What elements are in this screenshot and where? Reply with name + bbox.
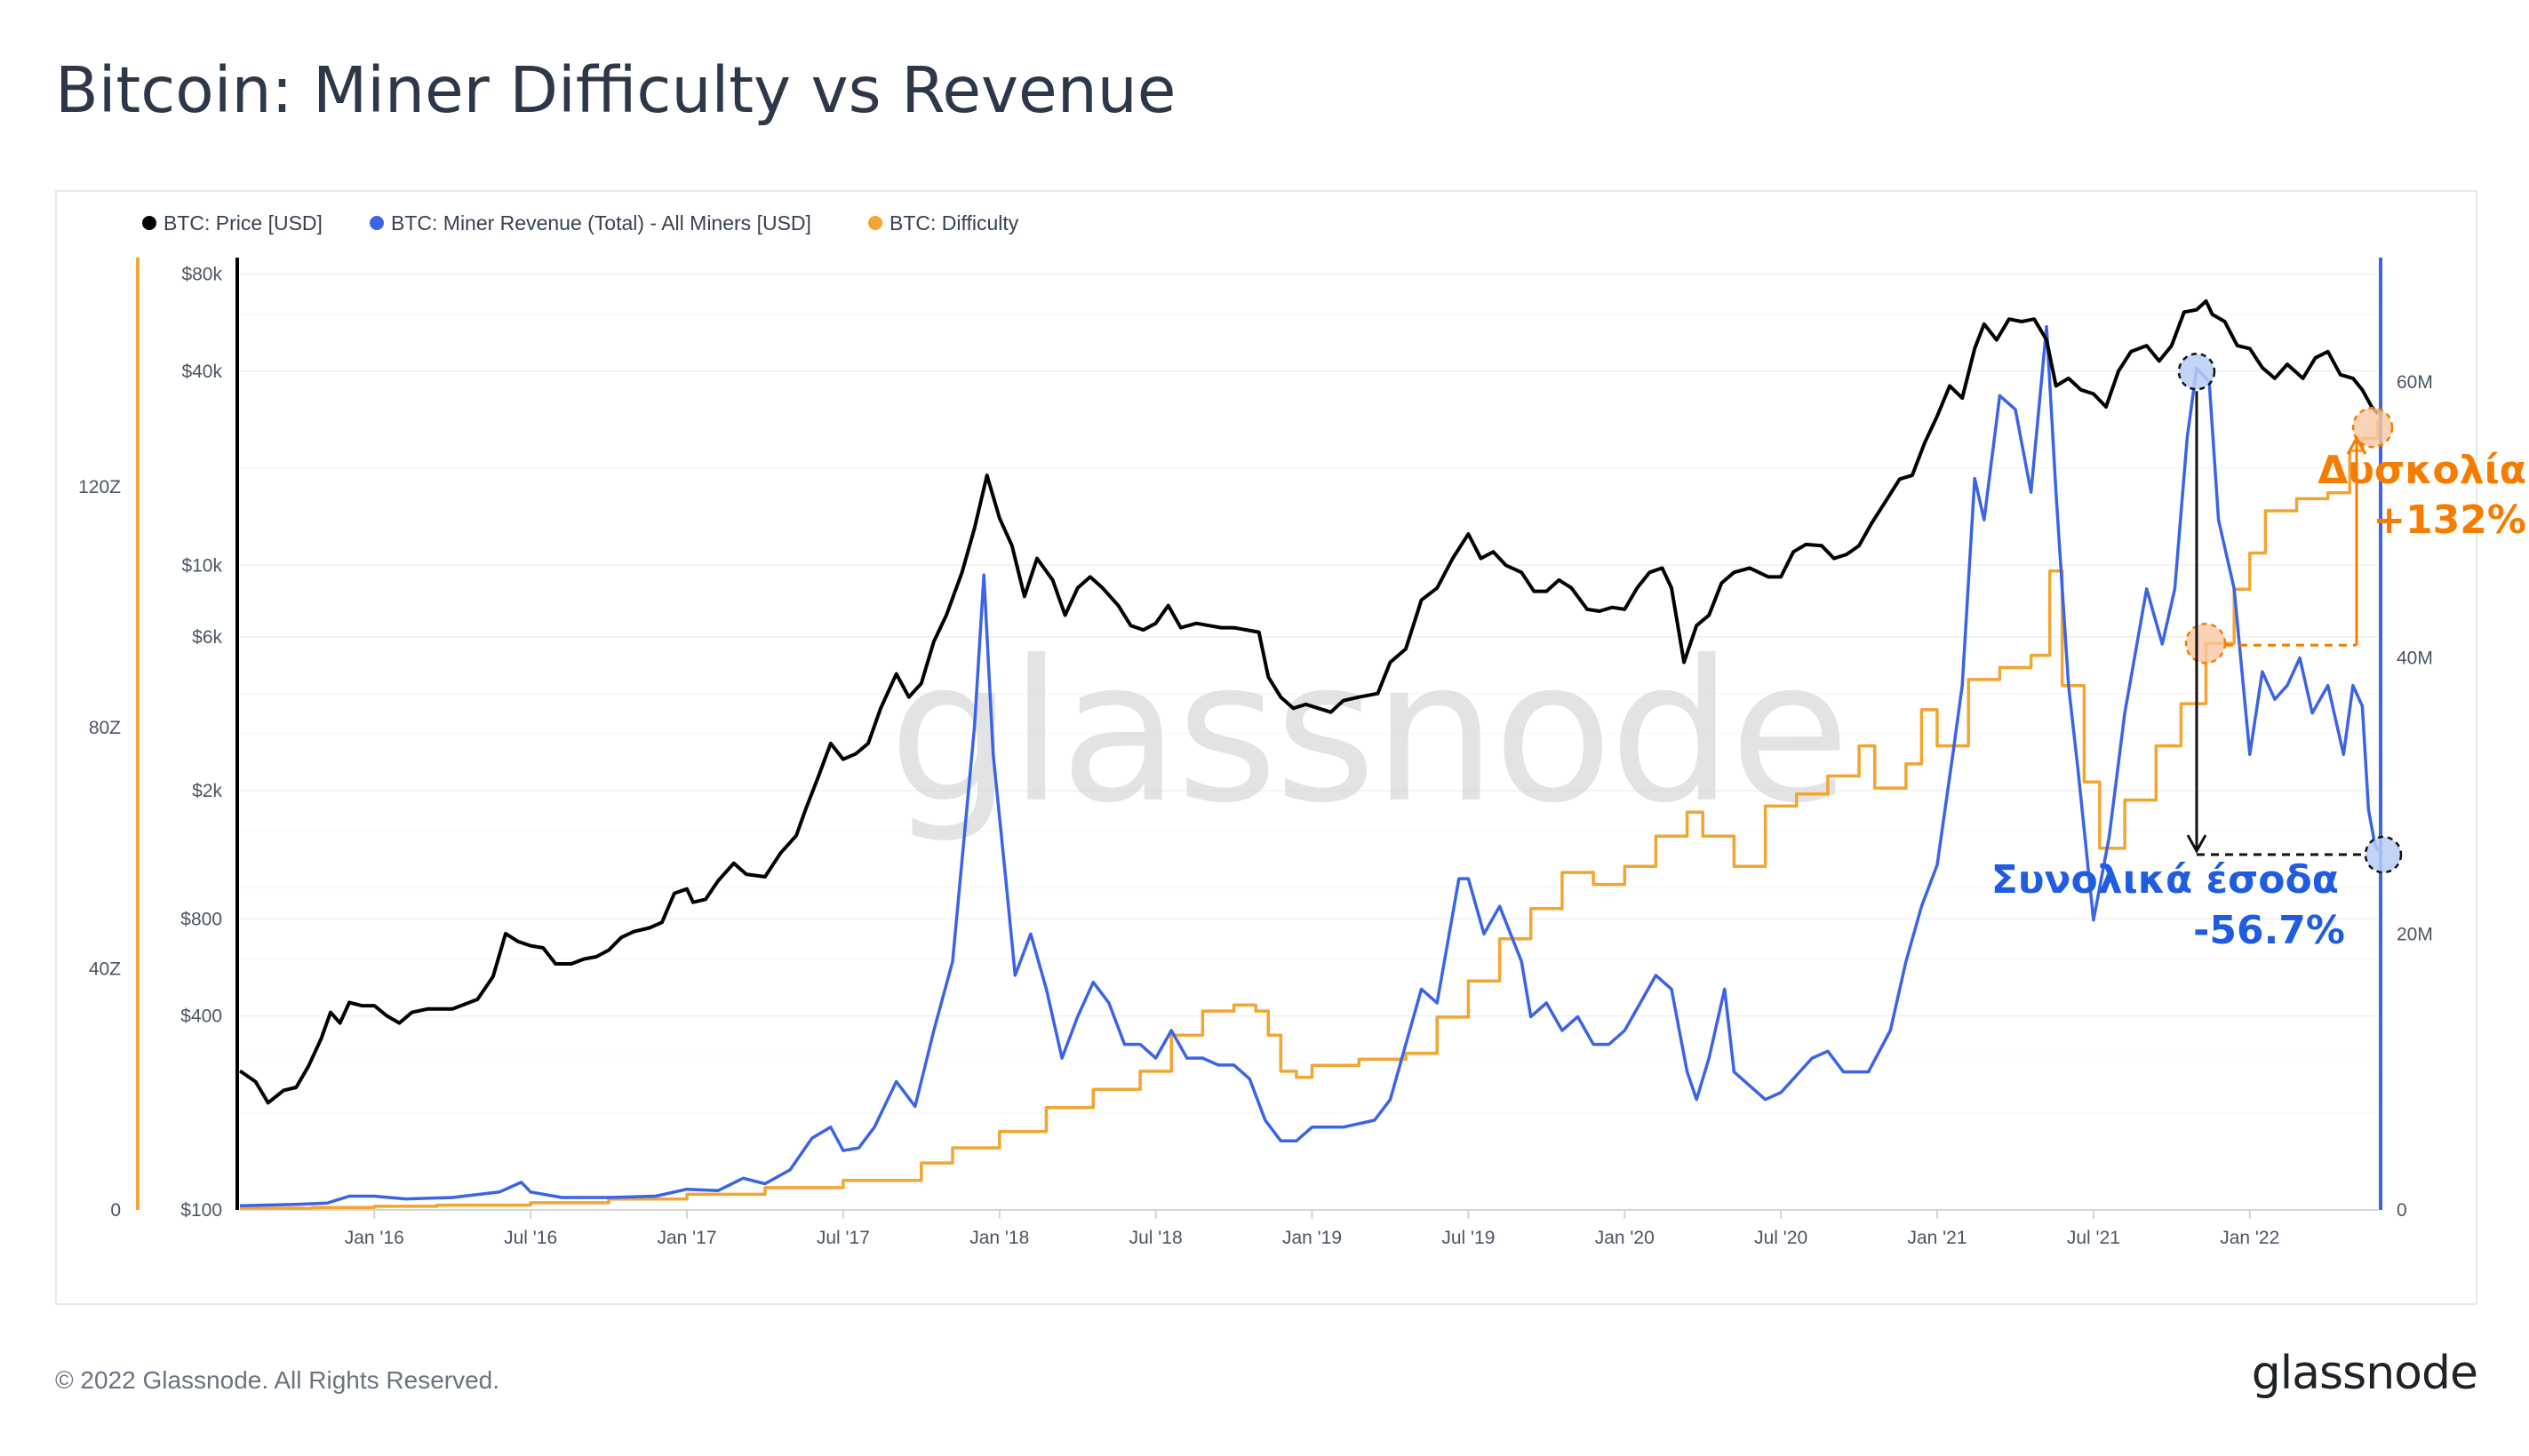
x-tick-label: Jul '18	[1129, 1228, 1183, 1248]
price-tick-label: $2k	[192, 781, 222, 801]
legend-dot-revenue	[370, 216, 384, 230]
legend-item-difficulty[interactable]: BTC: Difficulty	[890, 211, 1019, 235]
legend-dot-difficulty	[868, 216, 882, 230]
series-line-revenue	[239, 324, 2380, 1208]
x-tick-label: Jul '19	[1441, 1228, 1495, 1248]
difficulty-end-marker	[2351, 406, 2394, 449]
price-tick-label: $10k	[181, 555, 222, 576]
difficulty-start-marker	[2184, 622, 2227, 664]
legend-dot-price	[142, 216, 156, 230]
x-tick-label: Jan '19	[1282, 1228, 1342, 1248]
x-tick-label: Jan '17	[657, 1228, 716, 1248]
legend[interactable]: BTC: Price [USD] BTC: Miner Revenue (Tota…	[142, 211, 1019, 235]
legend-item-revenue[interactable]: BTC: Miner Revenue (Total) - All Miners …	[391, 211, 811, 235]
series-lines	[238, 298, 2380, 1210]
footer-copyright: © 2022 Glassnode. All Rights Reserved.	[55, 1366, 500, 1394]
axes: 0 40Z 80Z 120Z $100 $400 $800 $2k $6k $10k $40k $80…	[78, 258, 2433, 1248]
x-tick-label: Jul '17	[817, 1228, 870, 1248]
footer-logo: glassnode	[2251, 1347, 2478, 1400]
series-line-difficulty	[240, 420, 2380, 1210]
legend-item-price[interactable]: BTC: Price [USD]	[164, 211, 323, 235]
difficulty-tick-label: 40Z	[89, 959, 121, 980]
annotations: Δυσκολία+132% Συνολικά έσοδα -56.7%	[1991, 353, 2526, 953]
x-tick-label: Jan '21	[1907, 1228, 1967, 1248]
revenue-tick-label: 60M	[2397, 372, 2433, 393]
x-tick-label: Jan '20	[1595, 1228, 1655, 1248]
difficulty-tick-label: 120Z	[78, 477, 121, 497]
revenue-end-marker	[2364, 835, 2403, 874]
watermark: glassnode	[889, 618, 1847, 846]
difficulty-annotation-value: +132%	[2373, 497, 2526, 543]
revenue-arrowhead	[2186, 834, 2207, 855]
revenue-tick-label: 40M	[2397, 648, 2433, 669]
price-tick-label: $6k	[192, 627, 222, 648]
price-tick-label: $100	[180, 1200, 222, 1221]
x-tick-label: Jan '16	[345, 1228, 404, 1248]
revenue-start-marker	[2177, 353, 2216, 391]
chart-panel	[55, 190, 2477, 1305]
x-tick-label: Jul '21	[2067, 1228, 2120, 1248]
revenue-tick-label: 0	[2397, 1200, 2407, 1221]
page-title: Bitcoin: Miner Difficulty vs Revenue	[55, 53, 1177, 127]
difficulty-tick-label: 80Z	[89, 718, 121, 738]
x-tick-label: Jul '16	[504, 1228, 557, 1248]
x-tick-label: Jan '22	[2220, 1228, 2279, 1248]
difficulty-tick-label: 0	[110, 1200, 121, 1221]
price-tick-label: $40k	[181, 362, 222, 382]
series-line-price	[238, 298, 2380, 1105]
revenue-tick-label: 20M	[2397, 924, 2433, 944]
x-tick-label: Jul '20	[1754, 1228, 1807, 1248]
x-tick-label: Jan '18	[969, 1228, 1029, 1248]
revenue-annotation-label: Συνολικά έσοδα	[1991, 857, 2339, 903]
price-tick-label: $800	[180, 909, 222, 929]
price-tick-label: $80k	[181, 265, 222, 285]
difficulty-arrowhead	[2346, 435, 2367, 455]
difficulty-annotation-label: Δυσκολία	[2318, 448, 2526, 493]
revenue-annotation-value: -56.7%	[2193, 908, 2345, 953]
price-tick-label: $400	[180, 1006, 222, 1027]
